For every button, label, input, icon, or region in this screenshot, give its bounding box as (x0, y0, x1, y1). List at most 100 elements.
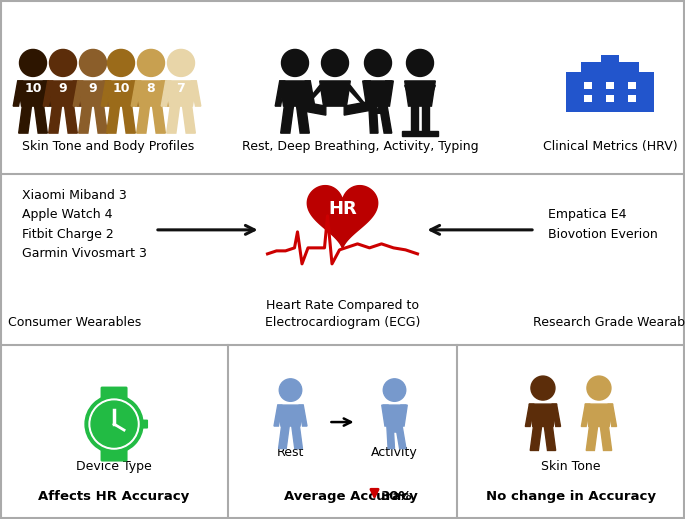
Polygon shape (345, 86, 365, 104)
Circle shape (531, 376, 555, 400)
Polygon shape (18, 106, 32, 133)
Polygon shape (364, 81, 383, 106)
Polygon shape (281, 106, 293, 133)
Text: Consumer Wearables: Consumer Wearables (8, 316, 142, 329)
FancyBboxPatch shape (101, 387, 127, 400)
Polygon shape (305, 86, 325, 104)
Text: Rest: Rest (277, 446, 304, 459)
Circle shape (364, 49, 392, 76)
Text: Activity: Activity (371, 446, 418, 459)
Polygon shape (279, 81, 310, 106)
Polygon shape (362, 81, 393, 106)
Text: Clinical Metrics (HRV): Clinical Metrics (HRV) (543, 140, 677, 153)
Polygon shape (411, 106, 419, 131)
Bar (604, 44, 616, 48)
Text: Average Accuracy: Average Accuracy (284, 490, 423, 503)
Circle shape (279, 379, 302, 401)
Polygon shape (77, 81, 108, 106)
Polygon shape (301, 102, 326, 115)
Polygon shape (383, 405, 398, 426)
Text: 9: 9 (88, 81, 97, 94)
Polygon shape (73, 81, 83, 106)
Text: 10: 10 (112, 81, 129, 94)
Polygon shape (18, 81, 49, 106)
Polygon shape (13, 81, 23, 106)
Circle shape (91, 401, 137, 447)
Polygon shape (182, 106, 195, 133)
Polygon shape (107, 106, 119, 133)
Polygon shape (153, 106, 165, 133)
Polygon shape (423, 86, 435, 102)
Circle shape (89, 399, 139, 449)
Polygon shape (137, 106, 149, 133)
Polygon shape (274, 405, 282, 426)
Polygon shape (103, 81, 113, 106)
Polygon shape (608, 404, 616, 427)
Circle shape (168, 49, 195, 76)
Polygon shape (292, 426, 302, 448)
Polygon shape (396, 426, 406, 448)
Polygon shape (530, 427, 542, 450)
Bar (566, 72, 654, 112)
Polygon shape (43, 81, 53, 106)
Bar (584, 95, 592, 102)
Polygon shape (279, 426, 289, 448)
Polygon shape (275, 81, 285, 106)
Polygon shape (545, 427, 556, 450)
Polygon shape (377, 81, 392, 113)
Polygon shape (161, 81, 171, 106)
Text: Skin Tone and Body Profiles: Skin Tone and Body Profiles (22, 140, 194, 153)
Polygon shape (277, 405, 303, 426)
Bar (401, 131, 438, 136)
Polygon shape (586, 427, 597, 450)
FancyBboxPatch shape (141, 419, 148, 429)
Text: Xiaomi Miband 3
Apple Watch 4
Fitbit Charge 2
Garmin Vivosmart 3: Xiaomi Miband 3 Apple Watch 4 Fitbit Cha… (22, 189, 147, 260)
Polygon shape (299, 405, 307, 426)
Polygon shape (405, 81, 435, 106)
Bar (628, 95, 636, 102)
Polygon shape (105, 81, 136, 106)
Polygon shape (552, 404, 560, 427)
Polygon shape (530, 404, 556, 427)
Polygon shape (586, 404, 612, 427)
Polygon shape (305, 81, 315, 106)
Circle shape (383, 379, 406, 401)
Polygon shape (48, 81, 78, 106)
Polygon shape (308, 186, 377, 249)
Polygon shape (34, 106, 47, 133)
Polygon shape (166, 106, 179, 133)
Polygon shape (297, 106, 310, 133)
Text: 10: 10 (24, 81, 42, 94)
Circle shape (49, 49, 77, 76)
Polygon shape (393, 405, 406, 432)
Polygon shape (49, 106, 62, 133)
Polygon shape (369, 106, 378, 133)
Text: Heart Rate Compared to
Electrocardiogram (ECG): Heart Rate Compared to Electrocardiogram… (265, 299, 420, 329)
Polygon shape (525, 404, 534, 427)
Bar (601, 54, 619, 62)
Polygon shape (405, 86, 417, 102)
Polygon shape (43, 81, 53, 106)
Circle shape (282, 49, 308, 76)
Circle shape (108, 49, 134, 76)
Text: No change in Accuracy: No change in Accuracy (486, 490, 656, 503)
Circle shape (587, 376, 611, 400)
Text: Device Type: Device Type (76, 460, 152, 473)
Text: 30%: 30% (380, 490, 412, 503)
Text: Affects HR Accuracy: Affects HR Accuracy (38, 490, 190, 503)
Bar (582, 62, 638, 72)
Bar (608, 39, 612, 51)
Polygon shape (379, 106, 392, 133)
Bar (606, 81, 614, 89)
Polygon shape (131, 81, 141, 106)
Text: Empatica E4
Biovotion Everion: Empatica E4 Biovotion Everion (548, 208, 658, 241)
Circle shape (85, 395, 143, 453)
Polygon shape (73, 81, 83, 106)
Polygon shape (95, 106, 108, 133)
Bar (584, 81, 592, 89)
Text: HR: HR (328, 200, 357, 217)
Bar (628, 81, 636, 89)
Polygon shape (132, 81, 141, 106)
Polygon shape (166, 81, 197, 106)
Polygon shape (123, 106, 136, 133)
